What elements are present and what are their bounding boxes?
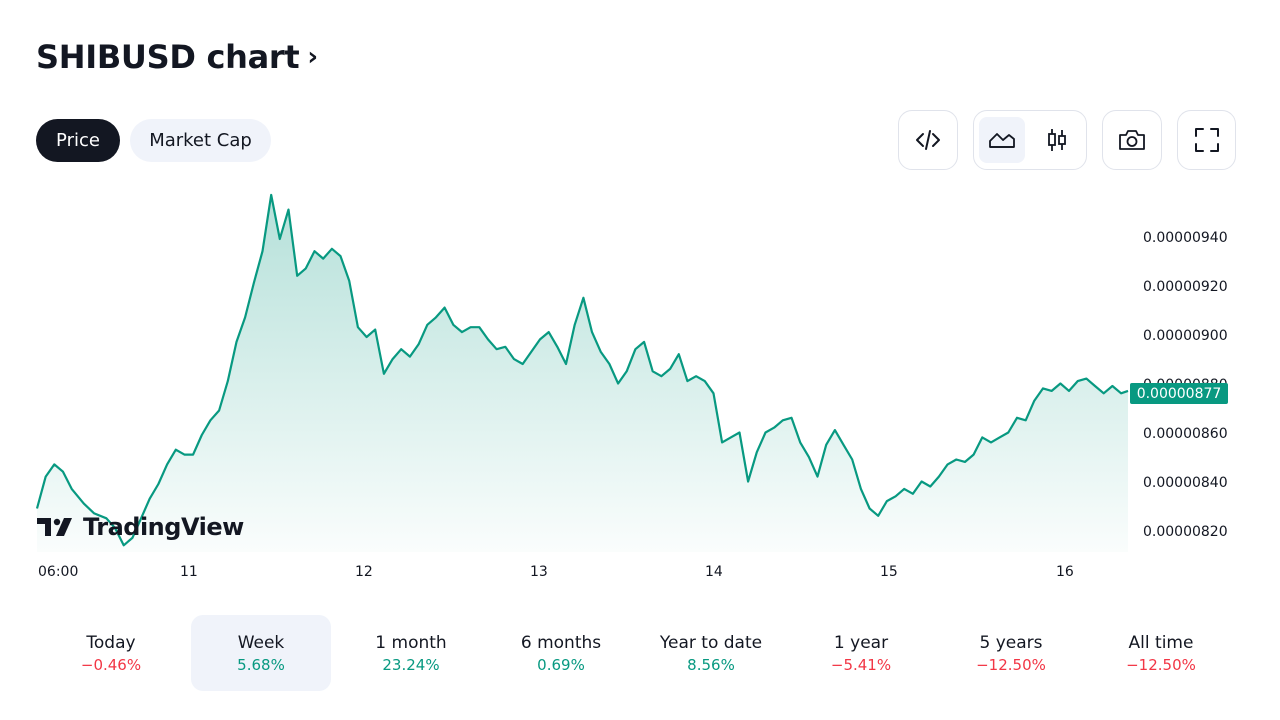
x-tick-label: 12 (355, 564, 373, 580)
period-label: All time (1128, 632, 1194, 653)
period-value: −0.46% (80, 655, 142, 674)
tab-market-cap-label: Market Cap (149, 130, 252, 151)
period-today[interactable]: Today −0.46% (41, 615, 181, 691)
period-value: 23.24% (382, 655, 440, 674)
period-all-time[interactable]: All time −12.50% (1091, 615, 1231, 691)
period-value: −12.50% (1126, 655, 1196, 674)
period-6-months[interactable]: 6 months 0.69% (491, 615, 631, 691)
x-tick-label: 06:00 (38, 564, 79, 580)
period-label: 1 year (833, 632, 889, 653)
candlestick-icon (1048, 129, 1066, 151)
x-tick-label: 11 (180, 564, 198, 580)
period-value: 8.56% (687, 655, 735, 674)
period-1-month[interactable]: 1 month 23.24% (341, 615, 481, 691)
tab-price[interactable]: Price (36, 119, 120, 162)
period-value: 0.69% (537, 655, 585, 674)
y-tick-label: 0.00000860 (1143, 426, 1228, 442)
embed-button[interactable] (898, 110, 958, 170)
y-tick-label: 0.00000820 (1143, 524, 1228, 540)
fullscreen-icon (1184, 117, 1230, 163)
candlestick-button[interactable] (1034, 117, 1080, 163)
camera-icon (1109, 117, 1155, 163)
tab-price-label: Price (56, 130, 100, 151)
current-price-tag: 0.00000877 (1130, 383, 1228, 404)
chart-style-group (973, 110, 1087, 170)
x-tick-label: 14 (705, 564, 723, 580)
period-label: Today (86, 632, 136, 653)
area-chart-button[interactable] (979, 117, 1025, 163)
tab-market-cap[interactable]: Market Cap (130, 119, 271, 162)
period-label: 1 month (375, 632, 447, 653)
y-tick-label: 0.00000920 (1143, 279, 1228, 295)
embed-code-icon (905, 117, 951, 163)
y-tick-label: 0.00000900 (1143, 328, 1228, 344)
period-value: 5.68% (237, 655, 285, 674)
tradingview-logo-icon (37, 518, 72, 536)
period-5-years[interactable]: 5 years −12.50% (941, 615, 1081, 691)
x-tick-label: 15 (880, 564, 898, 580)
period-value: −5.41% (830, 655, 892, 674)
y-tick-label: 0.00000840 (1143, 475, 1228, 491)
chevron-right-icon: › (307, 42, 318, 72)
price-series-line (35, 193, 1129, 547)
title-text: SHIBUSD chart (36, 38, 300, 76)
period-label: Week (237, 632, 285, 653)
period-label: 5 years (979, 632, 1043, 653)
period-label: 6 months (520, 632, 602, 653)
fullscreen-button[interactable] (1177, 110, 1236, 170)
period-label: Year to date (659, 632, 763, 653)
period-week[interactable]: Week 5.68% (191, 615, 331, 691)
area-chart-icon (989, 133, 1015, 148)
tradingview-logo-text: TradingView (83, 513, 244, 541)
y-tick-label: 0.00000940 (1143, 230, 1228, 246)
period-year-to-date[interactable]: Year to date 8.56% (641, 615, 781, 691)
x-tick-label: 13 (530, 564, 548, 580)
snapshot-button[interactable] (1102, 110, 1162, 170)
price-area-fill (37, 194, 1128, 552)
period-value: −12.50% (976, 655, 1046, 674)
page-title[interactable]: SHIBUSD chart › (36, 38, 318, 76)
period-1-year[interactable]: 1 year −5.41% (791, 615, 931, 691)
tradingview-logo[interactable]: TradingView (37, 513, 244, 541)
x-tick-label: 16 (1056, 564, 1074, 580)
